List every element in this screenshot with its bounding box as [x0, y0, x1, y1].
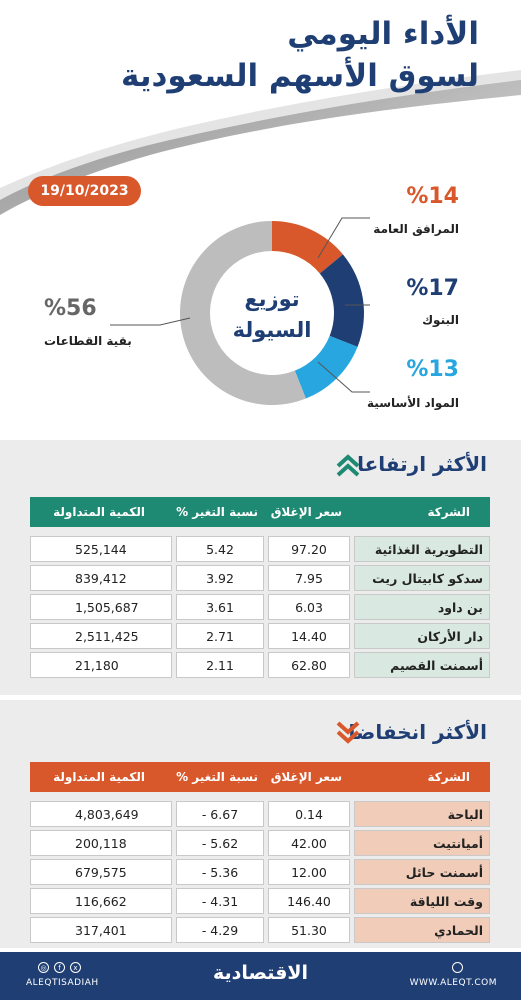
donut-slice-others — [179, 221, 306, 405]
volume-cell: 525,144 — [30, 536, 172, 562]
volume-cell: 21,180 — [30, 652, 172, 678]
close-price-cell: 62.80 — [268, 652, 350, 678]
social-handle[interactable]: ALEQTISADIAH — [26, 978, 99, 988]
change-pct-cell: 3.92 — [176, 565, 264, 591]
change-pct-cell: - 4.29 — [176, 917, 264, 943]
close-price-cell: 97.20 — [268, 536, 350, 562]
table-row: بن داود 6.03 3.61 1,505,687 — [30, 594, 490, 620]
company-cell: بن داود — [354, 594, 490, 620]
table-row: سدكو كابيتال ريت 7.95 3.92 839,412 — [30, 565, 490, 591]
change-pct-cell: - 5.36 — [176, 859, 264, 885]
company-cell: أسمنت حائل — [354, 859, 490, 885]
col-volume: الكمية المتداولة — [53, 505, 145, 519]
change-pct-cell: - 4.31 — [176, 888, 264, 914]
footer: ◎ f x ALEQTISADIAH الاقتصادية WWW.ALEQT.… — [0, 952, 521, 1000]
close-price-cell: 42.00 — [268, 830, 350, 856]
brand-logo: الاقتصادية — [212, 962, 309, 984]
col-volume: الكمية المتداولة — [53, 770, 145, 784]
sector-label-banks: البنوك — [422, 313, 459, 327]
volume-cell: 116,662 — [30, 888, 172, 914]
col-company: الشركة — [427, 770, 470, 784]
sector-pct-materials: %13 — [406, 357, 459, 382]
volume-cell: 839,412 — [30, 565, 172, 591]
close-price-cell: 146.40 — [268, 888, 350, 914]
gainers-title: الأكثر ارتفاعا — [357, 452, 487, 476]
table-row: أسمنت القصيم 62.80 2.11 21,180 — [30, 652, 490, 678]
change-pct-cell: 3.61 — [176, 594, 264, 620]
close-price-cell: 12.00 — [268, 859, 350, 885]
leader-line-utilities — [317, 217, 370, 259]
losers-table-header: الشركة سعر الإغلاق نسبة التغير % الكمية … — [30, 762, 490, 792]
company-cell: دار الأركان — [354, 623, 490, 649]
liquidity-donut-chart: توزيع السيولة — [110, 217, 370, 405]
date-badge: 19/10/2023 — [28, 176, 141, 206]
table-row: التطويرية الغذائية 97.20 5.42 525,144 — [30, 536, 490, 562]
sector-pct-banks: %17 — [406, 276, 459, 301]
sector-pct-others: %56 — [44, 296, 97, 321]
close-price-cell: 7.95 — [268, 565, 350, 591]
close-price-cell: 14.40 — [268, 623, 350, 649]
company-cell: الباحة — [354, 801, 490, 827]
leader-line-others — [110, 317, 191, 326]
col-change: نسبة التغير % — [176, 505, 258, 519]
donut-center-line1: توزيع — [244, 287, 299, 311]
company-cell: أسمنت القصيم — [354, 652, 490, 678]
header-swoosh — [0, 0, 521, 215]
table-row: الحمادي 51.30- 4.29 317,401 — [30, 917, 490, 943]
col-close: سعر الإغلاق — [270, 770, 342, 784]
leader-line-materials — [317, 361, 370, 393]
page-title-line2: لسوق الأسهم السعودية — [121, 58, 479, 94]
hero-section: الأداء اليومي لسوق الأسهم السعودية 19/10… — [0, 0, 521, 440]
change-pct-cell: 2.71 — [176, 623, 264, 649]
table-row: الباحة 0.14- 6.67 4,803,649 — [30, 801, 490, 827]
change-pct-cell: 2.11 — [176, 652, 264, 678]
page-title-line1: الأداء اليومي — [287, 16, 479, 52]
company-cell: وقت اللياقة — [354, 888, 490, 914]
sector-label-materials: المواد الأساسية — [367, 396, 459, 410]
change-pct-cell: - 5.62 — [176, 830, 264, 856]
company-cell: الحمادي — [354, 917, 490, 943]
instagram-icon[interactable]: ◎ — [38, 962, 49, 973]
volume-cell: 200,118 — [30, 830, 172, 856]
col-change: نسبة التغير % — [176, 770, 258, 784]
company-cell: التطويرية الغذائية — [354, 536, 490, 562]
volume-cell: 4,803,649 — [30, 801, 172, 827]
table-row: دار الأركان 14.40 2.71 2,511,425 — [30, 623, 490, 649]
volume-cell: 1,505,687 — [30, 594, 172, 620]
double-chevron-down-icon — [336, 721, 360, 744]
company-cell: سدكو كابيتال ريت — [354, 565, 490, 591]
sector-label-utilities: المرافق العامة — [373, 222, 459, 236]
col-close: سعر الإغلاق — [270, 505, 342, 519]
losers-title: الأكثر انخفاضا — [348, 720, 487, 744]
company-cell: أميانتيت — [354, 830, 490, 856]
x-icon[interactable]: x — [70, 962, 81, 973]
donut-slice-materials — [294, 335, 358, 399]
gainers-table-header: الشركة سعر الإغلاق نسبة التغير % الكمية … — [30, 497, 490, 527]
sector-pct-utilities: %14 — [406, 184, 459, 209]
website-link[interactable]: WWW.ALEQT.COM — [409, 978, 497, 988]
table-row: وقت اللياقة 146.40- 4.31 116,662 — [30, 888, 490, 914]
donut-center-line2: السيولة — [233, 318, 312, 342]
volume-cell: 317,401 — [30, 917, 172, 943]
close-price-cell: 51.30 — [268, 917, 350, 943]
table-row: أميانتيت 42.00- 5.62 200,118 — [30, 830, 490, 856]
donut-slice-banks — [319, 254, 364, 347]
globe-icon — [452, 962, 463, 973]
close-price-cell: 6.03 — [268, 594, 350, 620]
close-price-cell: 0.14 — [268, 801, 350, 827]
double-chevron-up-icon — [336, 454, 360, 477]
volume-cell: 2,511,425 — [30, 623, 172, 649]
facebook-icon[interactable]: f — [54, 962, 65, 973]
table-row: أسمنت حائل 12.00- 5.36 679,575 — [30, 859, 490, 885]
change-pct-cell: - 6.67 — [176, 801, 264, 827]
volume-cell: 679,575 — [30, 859, 172, 885]
donut-slice-utilities — [272, 221, 343, 274]
col-company: الشركة — [427, 505, 470, 519]
change-pct-cell: 5.42 — [176, 536, 264, 562]
sector-label-others: بقية القطاعات — [44, 334, 132, 348]
